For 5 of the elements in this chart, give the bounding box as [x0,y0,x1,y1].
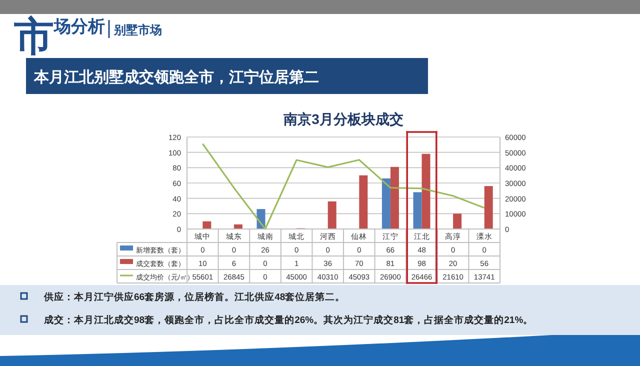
text: 本月江北别墅成交领跑全市，江宁位居第二 [33,68,319,86]
chart-title: 南京3月分板块成交 [282,111,404,127]
text: 成交：本月江北成交98套，领跑全市，占比全市成交量的26%。其次为江宁成交81套，占据全市成交量的21%。 [43,314,534,326]
text: 供应：本月江宁供应66套房源，位居榜首。江北供应48套位居第二。 [43,291,346,303]
text: 别墅市场 [113,23,162,37]
